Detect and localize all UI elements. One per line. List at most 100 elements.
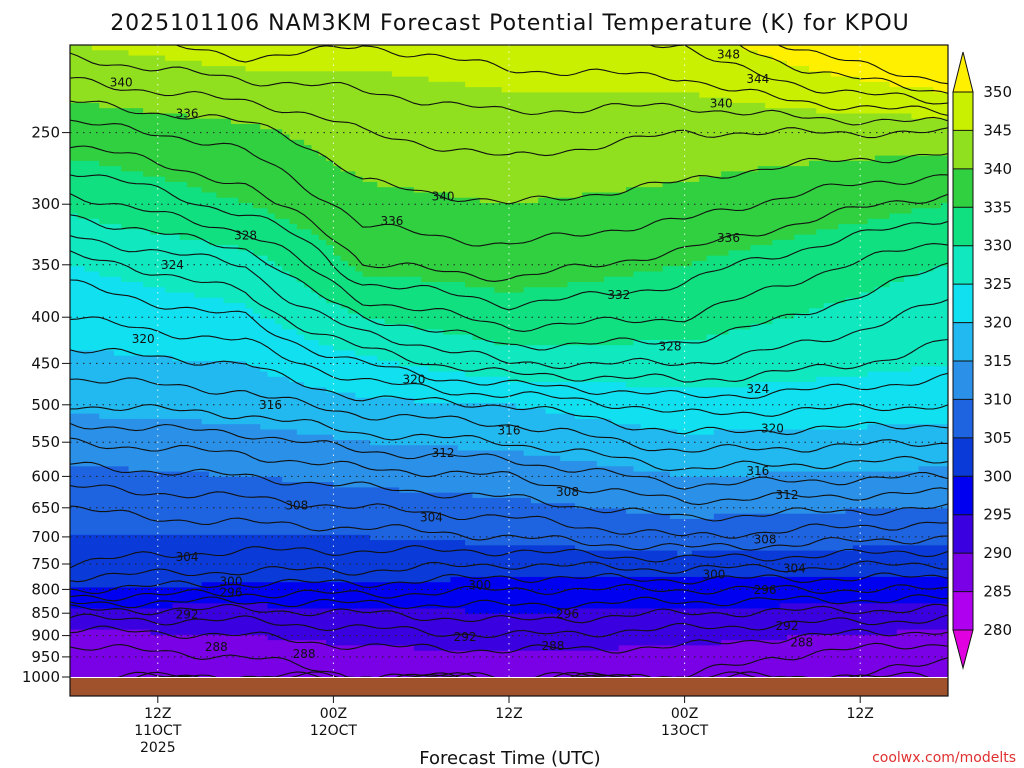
field-cell (179, 582, 188, 589)
field-cell (304, 576, 313, 583)
field-cell (143, 92, 152, 99)
field-cell (70, 350, 78, 357)
field-cell (209, 192, 217, 199)
field-cell (135, 619, 144, 625)
field-cell (165, 71, 174, 78)
field-cell (194, 476, 203, 483)
field-cell (216, 255, 225, 262)
field-cell (165, 524, 174, 531)
field-cell (252, 508, 261, 515)
field-cell (121, 566, 130, 573)
field-cell (216, 619, 225, 625)
field-cell (157, 113, 166, 120)
field-cell (106, 382, 115, 388)
field-cell (121, 455, 130, 462)
field-cell (230, 392, 239, 399)
field-cell (333, 524, 342, 531)
field-cell (333, 134, 342, 141)
field-cell (77, 81, 86, 88)
field-cell (209, 403, 217, 409)
field-cell (289, 429, 298, 436)
field-cell (143, 276, 152, 283)
field-cell (113, 187, 122, 194)
field-cell (216, 234, 225, 241)
field-cell (121, 508, 130, 515)
field-cell (201, 571, 210, 578)
field-cell (84, 550, 93, 557)
field-cell (340, 87, 349, 93)
field-cell (113, 603, 122, 610)
field-cell (216, 271, 225, 278)
field-cell (289, 455, 298, 462)
field-cell (187, 382, 195, 388)
field-cell (304, 187, 313, 194)
field-cell (245, 297, 254, 304)
field-cell (70, 213, 78, 220)
field-cell (311, 629, 320, 636)
field-cell (194, 271, 203, 278)
field-cell (223, 350, 232, 357)
field-cell (311, 166, 320, 172)
field-cell (362, 645, 371, 652)
field-cell (165, 371, 174, 378)
field-cell (362, 124, 371, 130)
field-cell (165, 608, 174, 615)
field-cell (238, 50, 247, 57)
field-cell (165, 361, 174, 367)
field-cell (318, 239, 327, 246)
field-cell (282, 324, 291, 330)
field-cell (238, 102, 247, 109)
field-cell (135, 408, 144, 415)
field-cell (340, 308, 349, 315)
field-cell (106, 561, 115, 567)
field-cell (77, 471, 86, 478)
field-cell (260, 476, 269, 483)
field-cell (260, 308, 269, 315)
field-cell (333, 624, 342, 631)
field-cell (194, 102, 203, 109)
field-cell (135, 466, 144, 473)
field-cell (333, 292, 342, 299)
field-cell (267, 334, 276, 341)
field-cell (179, 619, 188, 625)
field-cell (179, 171, 188, 178)
field-cell (84, 329, 93, 336)
field-cell (252, 503, 261, 510)
field-cell (223, 181, 232, 188)
field-cell (348, 482, 356, 488)
field-cell (121, 166, 130, 172)
field-cell (113, 224, 122, 230)
field-cell (311, 260, 320, 267)
field-cell (121, 366, 130, 373)
field-cell (369, 234, 378, 241)
field-cell (289, 329, 298, 336)
field-cell (326, 392, 334, 399)
field-cell (99, 266, 108, 273)
field-cell (106, 139, 115, 146)
field-cell (70, 392, 78, 399)
field-cell (238, 350, 247, 357)
field-cell (128, 160, 137, 167)
field-cell (326, 413, 334, 420)
field-cell (99, 613, 108, 620)
field-cell (348, 192, 356, 199)
field-cell (77, 524, 86, 531)
field-cell (216, 361, 225, 367)
field-cell (77, 603, 86, 610)
field-cell (318, 160, 327, 167)
field-cell (260, 324, 269, 330)
field-cell (318, 292, 327, 299)
field-cell (274, 503, 283, 510)
field-cell (296, 145, 305, 151)
field-cell (179, 245, 188, 251)
field-cell (172, 392, 181, 399)
field-cell (209, 524, 217, 531)
field-cell (70, 624, 78, 631)
field-cell (77, 529, 86, 536)
field-cell (355, 297, 364, 304)
field-cell (333, 181, 342, 188)
field-cell (106, 550, 115, 557)
field-cell (128, 155, 137, 162)
field-cell (106, 345, 115, 352)
field-cell (77, 429, 86, 436)
